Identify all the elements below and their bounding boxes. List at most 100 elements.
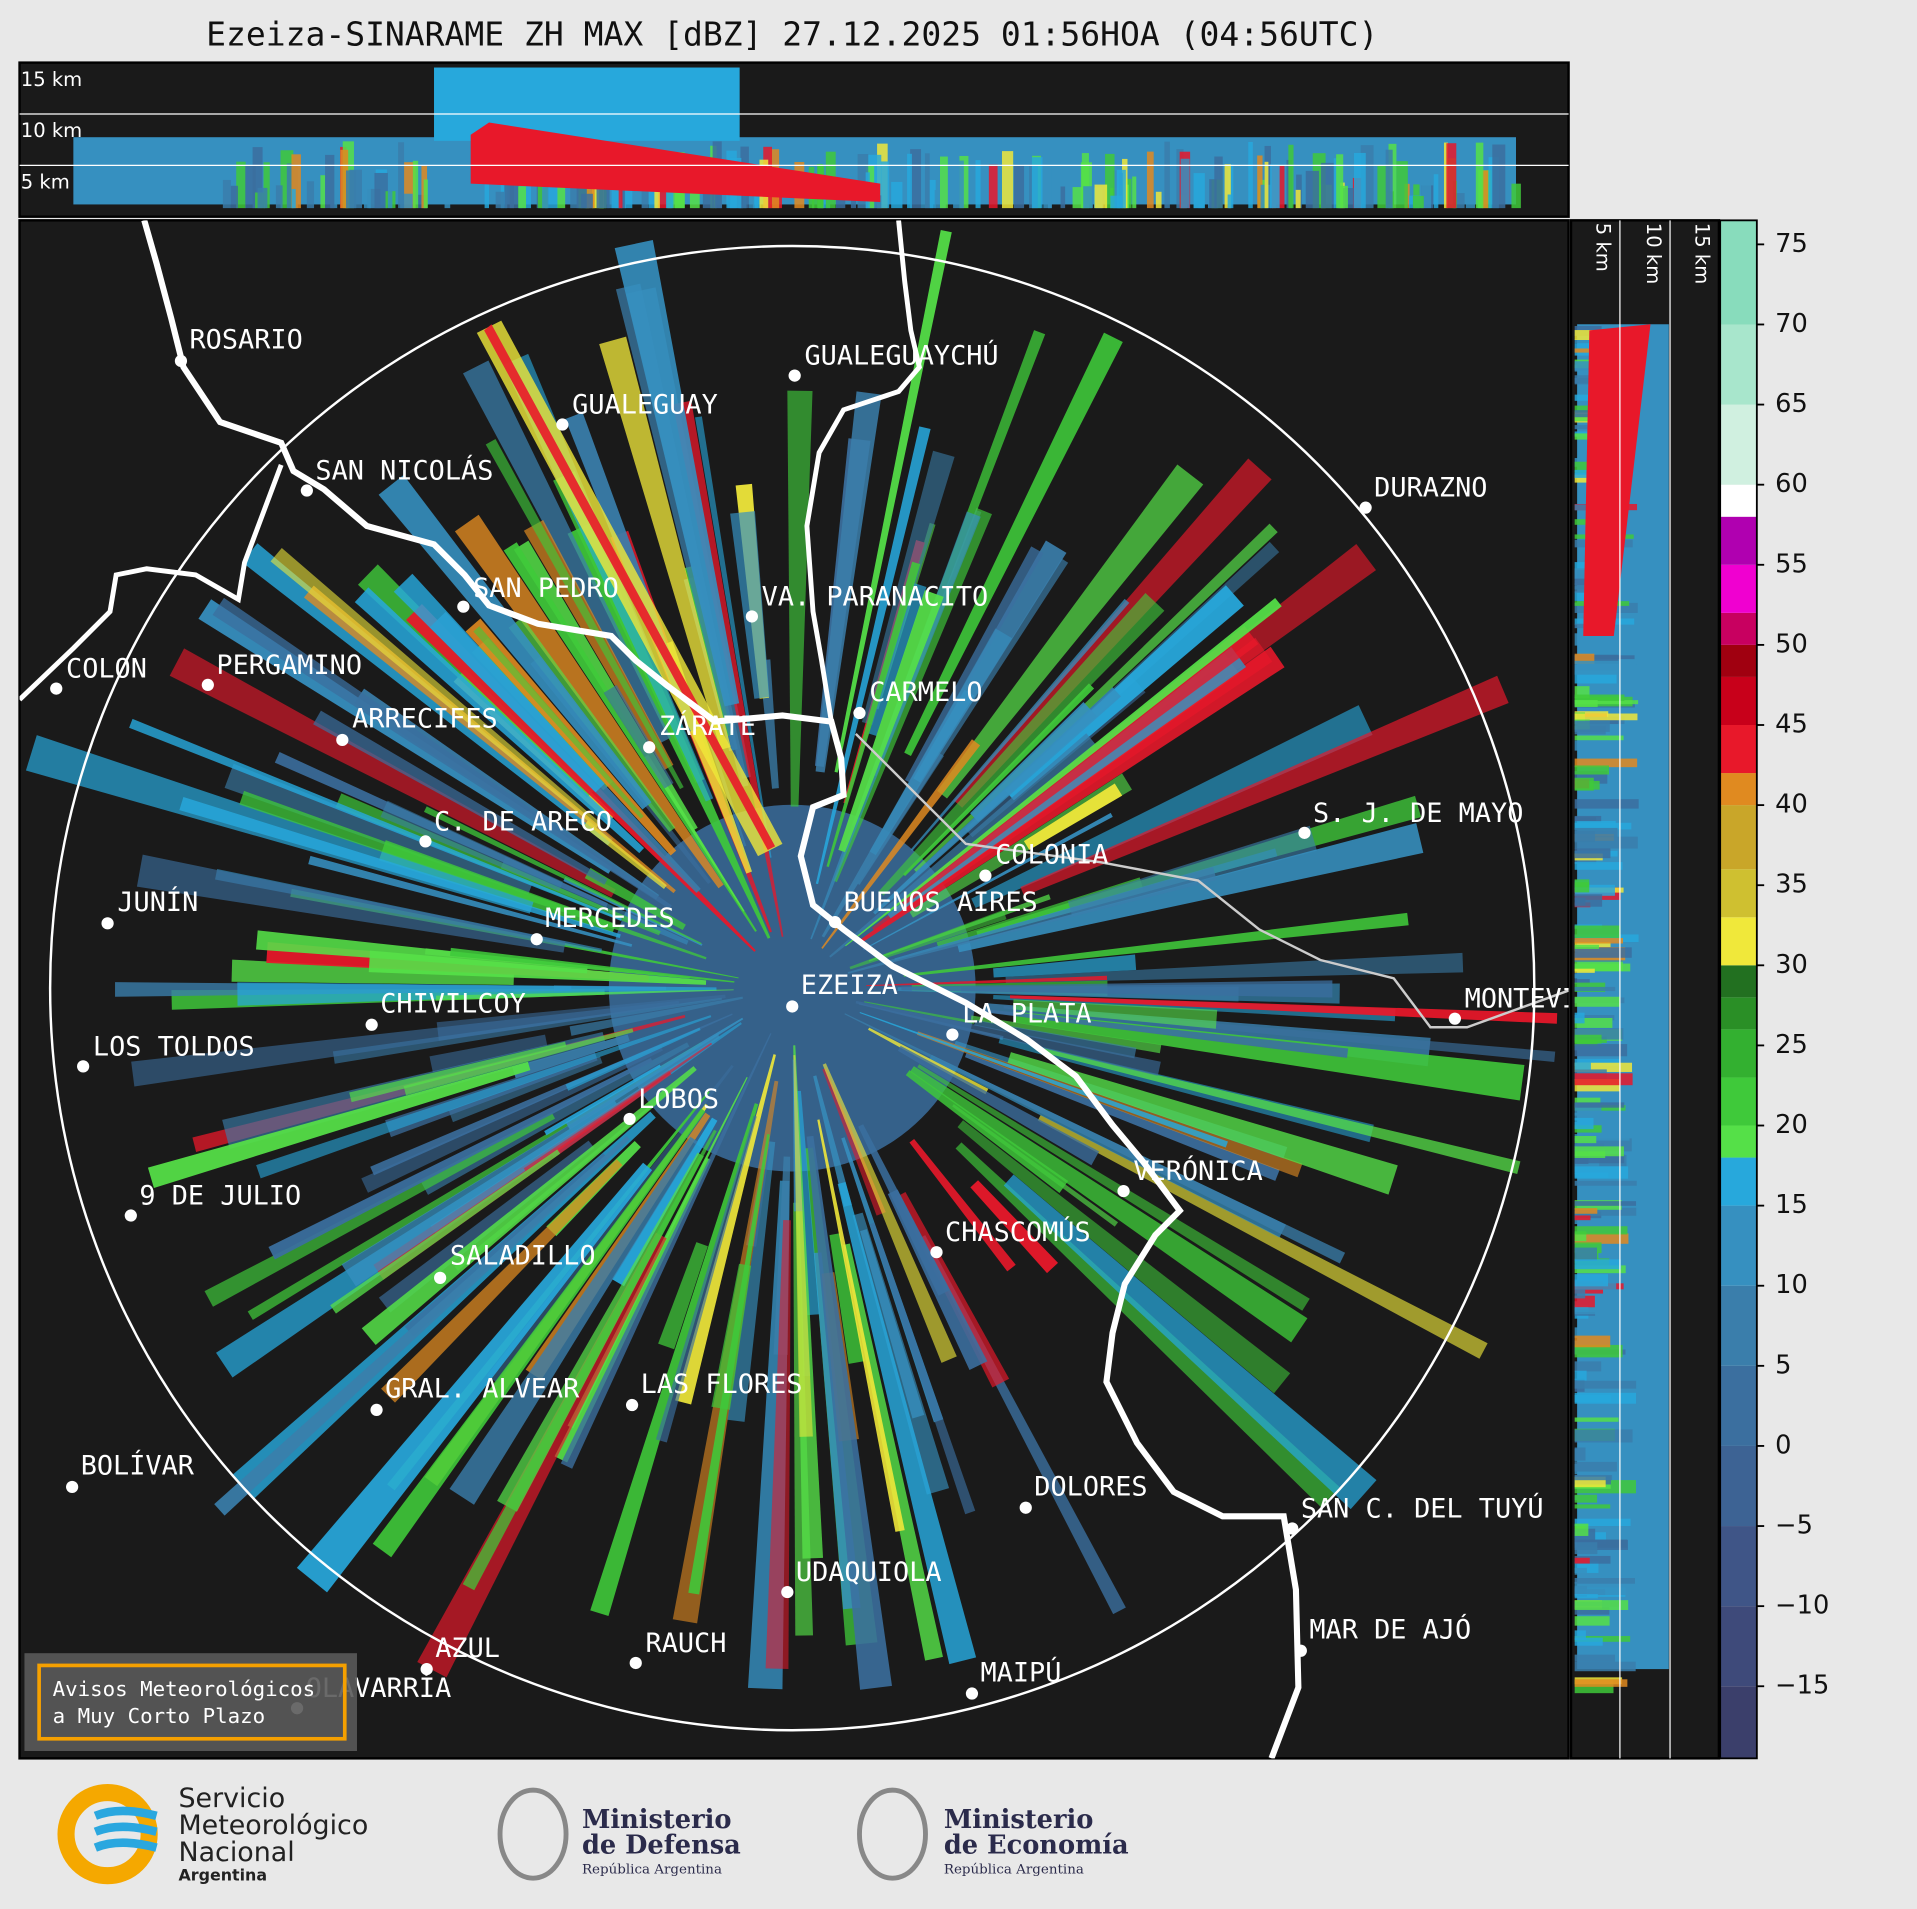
echo [1013, 164, 1025, 209]
colorbar-tick-label: 20 [1775, 1110, 1808, 1140]
echo [849, 909, 1007, 970]
logo-economia: Ministerio de Economía República Argenti… [857, 1787, 1129, 1881]
echo [1014, 1011, 1525, 1101]
colorbar-tick-label: 40 [1775, 790, 1808, 820]
echo [584, 867, 686, 931]
colorbar-band [1720, 1526, 1757, 1607]
city-dot [66, 1480, 79, 1494]
echo [372, 1108, 706, 1558]
echo [435, 989, 734, 1001]
echo [1295, 189, 1301, 209]
logo-shape [93, 1806, 158, 1852]
echo [1574, 1028, 1624, 1040]
city-label: BUENOS AIRES [844, 887, 1038, 918]
height-label: 15 km [1691, 223, 1714, 284]
echo [1574, 1581, 1635, 1596]
echo [462, 1129, 717, 1591]
height-label: 15 km [21, 68, 82, 91]
echo [765, 1220, 791, 1669]
side-echoes [1574, 324, 1669, 1694]
echo [236, 161, 246, 209]
echo [1583, 324, 1651, 637]
city-dot [788, 369, 801, 382]
echo [787, 390, 813, 807]
echo [749, 186, 755, 209]
echo [450, 947, 735, 983]
echo [378, 1140, 595, 1313]
echo [1574, 1448, 1630, 1462]
city-dot [625, 1398, 639, 1412]
echo [1574, 1073, 1633, 1086]
colorbar-tick-label: 45 [1775, 709, 1808, 739]
echo [257, 187, 268, 209]
colorbar-band [1720, 1285, 1757, 1366]
city-dot [828, 915, 842, 929]
echo [1574, 700, 1639, 705]
echo [275, 185, 283, 209]
echo [1574, 879, 1590, 893]
echo [136, 854, 566, 953]
logo-shape [497, 1787, 569, 1881]
echo [560, 1033, 772, 1469]
echo [1385, 149, 1393, 209]
echo [1574, 1335, 1611, 1348]
echo [1574, 979, 1590, 984]
echo [1574, 1607, 1610, 1615]
colorbar-tick-label: 75 [1775, 229, 1808, 259]
echo [237, 982, 717, 1006]
colorbar-tick-label: 50 [1775, 629, 1808, 659]
city-dot [1286, 1522, 1299, 1535]
echo [1116, 169, 1126, 209]
colorbar-band [1720, 917, 1757, 966]
echo [1574, 938, 1624, 944]
city-dot [643, 741, 656, 754]
logo-text: Meteorológico [178, 1810, 368, 1841]
echo [924, 153, 930, 209]
echo [393, 573, 605, 793]
echo [970, 1180, 1059, 1274]
echo [863, 812, 1113, 950]
city-label: VA. PARANACITO [762, 581, 989, 612]
echo [813, 1075, 852, 1207]
echo [1005, 585, 1244, 801]
echo [1020, 675, 1509, 896]
city-dot [965, 1687, 979, 1700]
city-label: RAUCH [646, 1628, 727, 1659]
echo [829, 1233, 865, 1364]
echo [1146, 151, 1154, 209]
echo [1574, 1102, 1625, 1108]
echo [1003, 1174, 1377, 1510]
echo [1574, 1044, 1628, 1057]
city-label: VERÓNICA [1133, 1155, 1262, 1187]
echo [611, 1117, 718, 1287]
echo [858, 558, 1069, 885]
city-dot [930, 1246, 943, 1259]
city-dot [457, 600, 470, 613]
echo [1574, 1344, 1623, 1358]
city-label: MAIPÚ [981, 1656, 1062, 1688]
echo [826, 561, 921, 867]
echo [603, 684, 674, 789]
echo [909, 1138, 1016, 1272]
echo [325, 154, 335, 209]
echo [878, 592, 1165, 896]
echo [1574, 1240, 1630, 1253]
echo [1132, 176, 1137, 209]
echo [869, 1222, 976, 1515]
colorbar-tick-label: 65 [1775, 389, 1808, 419]
colorbar-band [1720, 676, 1757, 725]
echo [901, 980, 1333, 998]
echo [1574, 996, 1621, 1007]
echo [503, 542, 757, 932]
city-dot [124, 1209, 137, 1222]
echo [1574, 815, 1602, 822]
colorbar-band [1720, 644, 1757, 677]
echo [1353, 152, 1366, 209]
echo [406, 603, 756, 952]
echo [1574, 1429, 1633, 1443]
echo [1574, 686, 1590, 699]
echo [815, 391, 882, 773]
echo [1224, 164, 1231, 209]
echo [695, 416, 772, 858]
echo [1574, 1380, 1637, 1389]
